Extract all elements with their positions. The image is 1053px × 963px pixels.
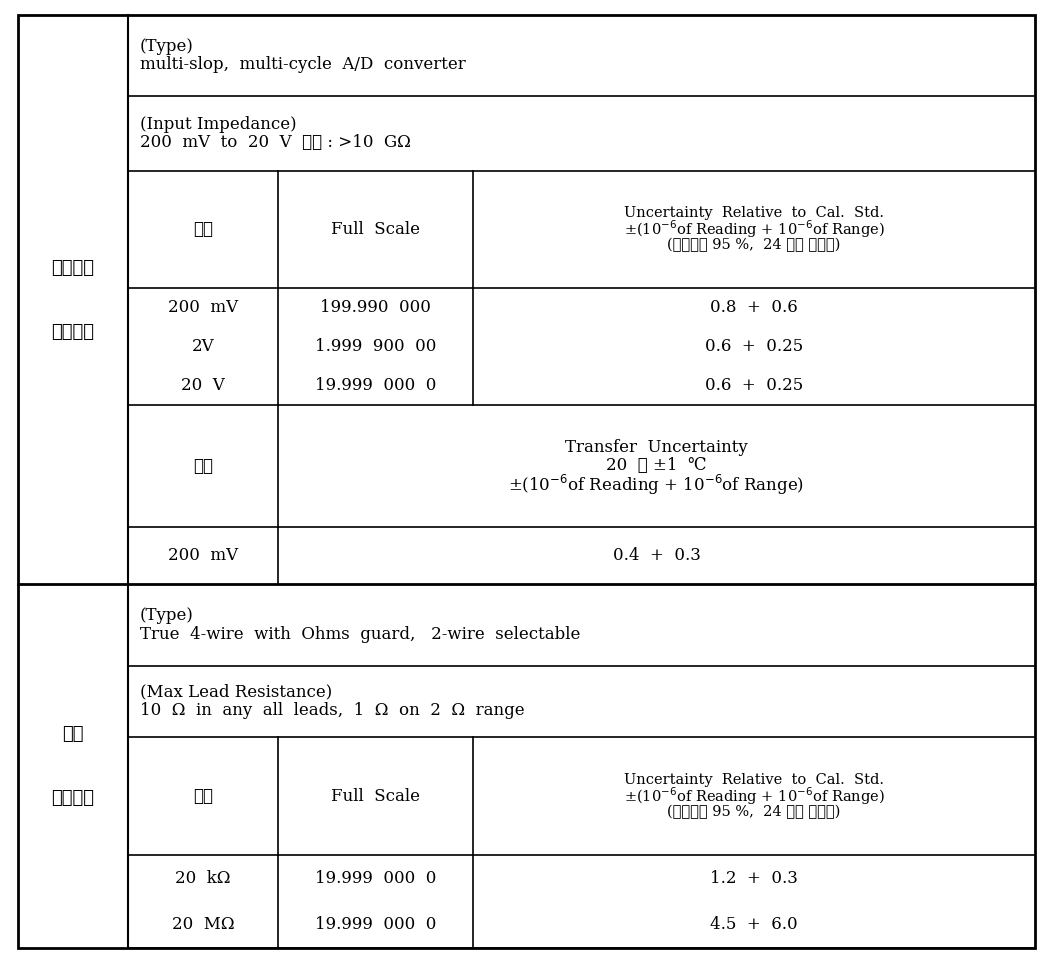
Text: ±(10$^{-6}$of Reading + 10$^{-6}$of Range): ±(10$^{-6}$of Reading + 10$^{-6}$of Rang…	[623, 219, 885, 240]
Text: 0.6  +  0.25: 0.6 + 0.25	[704, 377, 803, 394]
Text: (Type): (Type)	[140, 38, 194, 55]
Text: 0.4  +  0.3: 0.4 + 0.3	[613, 547, 700, 564]
Text: 1.999  900  00: 1.999 900 00	[315, 338, 436, 354]
Text: 20  MΩ: 20 MΩ	[172, 916, 235, 933]
Text: 범위: 범위	[193, 221, 213, 238]
Text: 2V: 2V	[192, 338, 215, 354]
Text: (Input Impedance): (Input Impedance)	[140, 116, 297, 133]
Text: 20  분 ±1  ℃: 20 분 ±1 ℃	[607, 457, 707, 475]
Text: True  4-wire  with  Ohms  guard,   2-wire  selectable: True 4-wire with Ohms guard, 2-wire sele…	[140, 626, 580, 643]
Text: (신뢰범위 95 %,  24 시간 안정도): (신뢰범위 95 %, 24 시간 안정도)	[668, 238, 840, 252]
Text: 4.5  +  6.0: 4.5 + 6.0	[710, 916, 798, 933]
Text: Full  Scale: Full Scale	[331, 788, 420, 805]
Text: (Type): (Type)	[140, 608, 194, 624]
Text: 저항

측정기능: 저항 측정기능	[52, 725, 95, 807]
Text: Transfer  Uncertainty: Transfer Uncertainty	[565, 439, 748, 455]
Text: 0.8  +  0.6: 0.8 + 0.6	[710, 299, 798, 316]
Text: 20  kΩ: 20 kΩ	[175, 870, 231, 887]
Text: 범위: 범위	[193, 457, 213, 475]
Text: Uncertainty  Relative  to  Cal.  Std.: Uncertainty Relative to Cal. Std.	[624, 206, 885, 220]
Text: 200  mV: 200 mV	[167, 299, 238, 316]
Text: 20  V: 20 V	[181, 377, 225, 394]
Text: 200  mV: 200 mV	[167, 547, 238, 564]
Text: 직류전압

측정기능: 직류전압 측정기능	[52, 259, 95, 341]
Text: 0.6  +  0.25: 0.6 + 0.25	[704, 338, 803, 354]
Text: Full  Scale: Full Scale	[331, 221, 420, 238]
Text: Uncertainty  Relative  to  Cal.  Std.: Uncertainty Relative to Cal. Std.	[624, 773, 885, 787]
Text: 범위: 범위	[193, 787, 213, 805]
Text: ±(10$^{-6}$of Reading + 10$^{-6}$of Range): ±(10$^{-6}$of Reading + 10$^{-6}$of Rang…	[623, 785, 885, 807]
Text: ±(10$^{-6}$of Reading + 10$^{-6}$of Range): ±(10$^{-6}$of Reading + 10$^{-6}$of Rang…	[509, 473, 804, 497]
Text: 10  Ω  in  any  all  leads,  1  Ω  on  2  Ω  range: 10 Ω in any all leads, 1 Ω on 2 Ω range	[140, 702, 524, 719]
Text: 19.999  000  0: 19.999 000 0	[315, 870, 436, 887]
Text: 1.2  +  0.3: 1.2 + 0.3	[710, 870, 798, 887]
Text: multi-slop,  multi-cycle  A/D  converter: multi-slop, multi-cycle A/D converter	[140, 57, 465, 73]
Text: 19.999  000  0: 19.999 000 0	[315, 377, 436, 394]
Text: 199.990  000: 199.990 000	[320, 299, 431, 316]
Text: (신뢰범위 95 %,  24 시간 안정도): (신뢰범위 95 %, 24 시간 안정도)	[668, 805, 840, 820]
Text: (Max Lead Resistance): (Max Lead Resistance)	[140, 684, 333, 701]
Text: 200  mV  to  20  V  범위 : >10  GΩ: 200 mV to 20 V 범위 : >10 GΩ	[140, 134, 411, 151]
Text: 19.999  000  0: 19.999 000 0	[315, 916, 436, 933]
